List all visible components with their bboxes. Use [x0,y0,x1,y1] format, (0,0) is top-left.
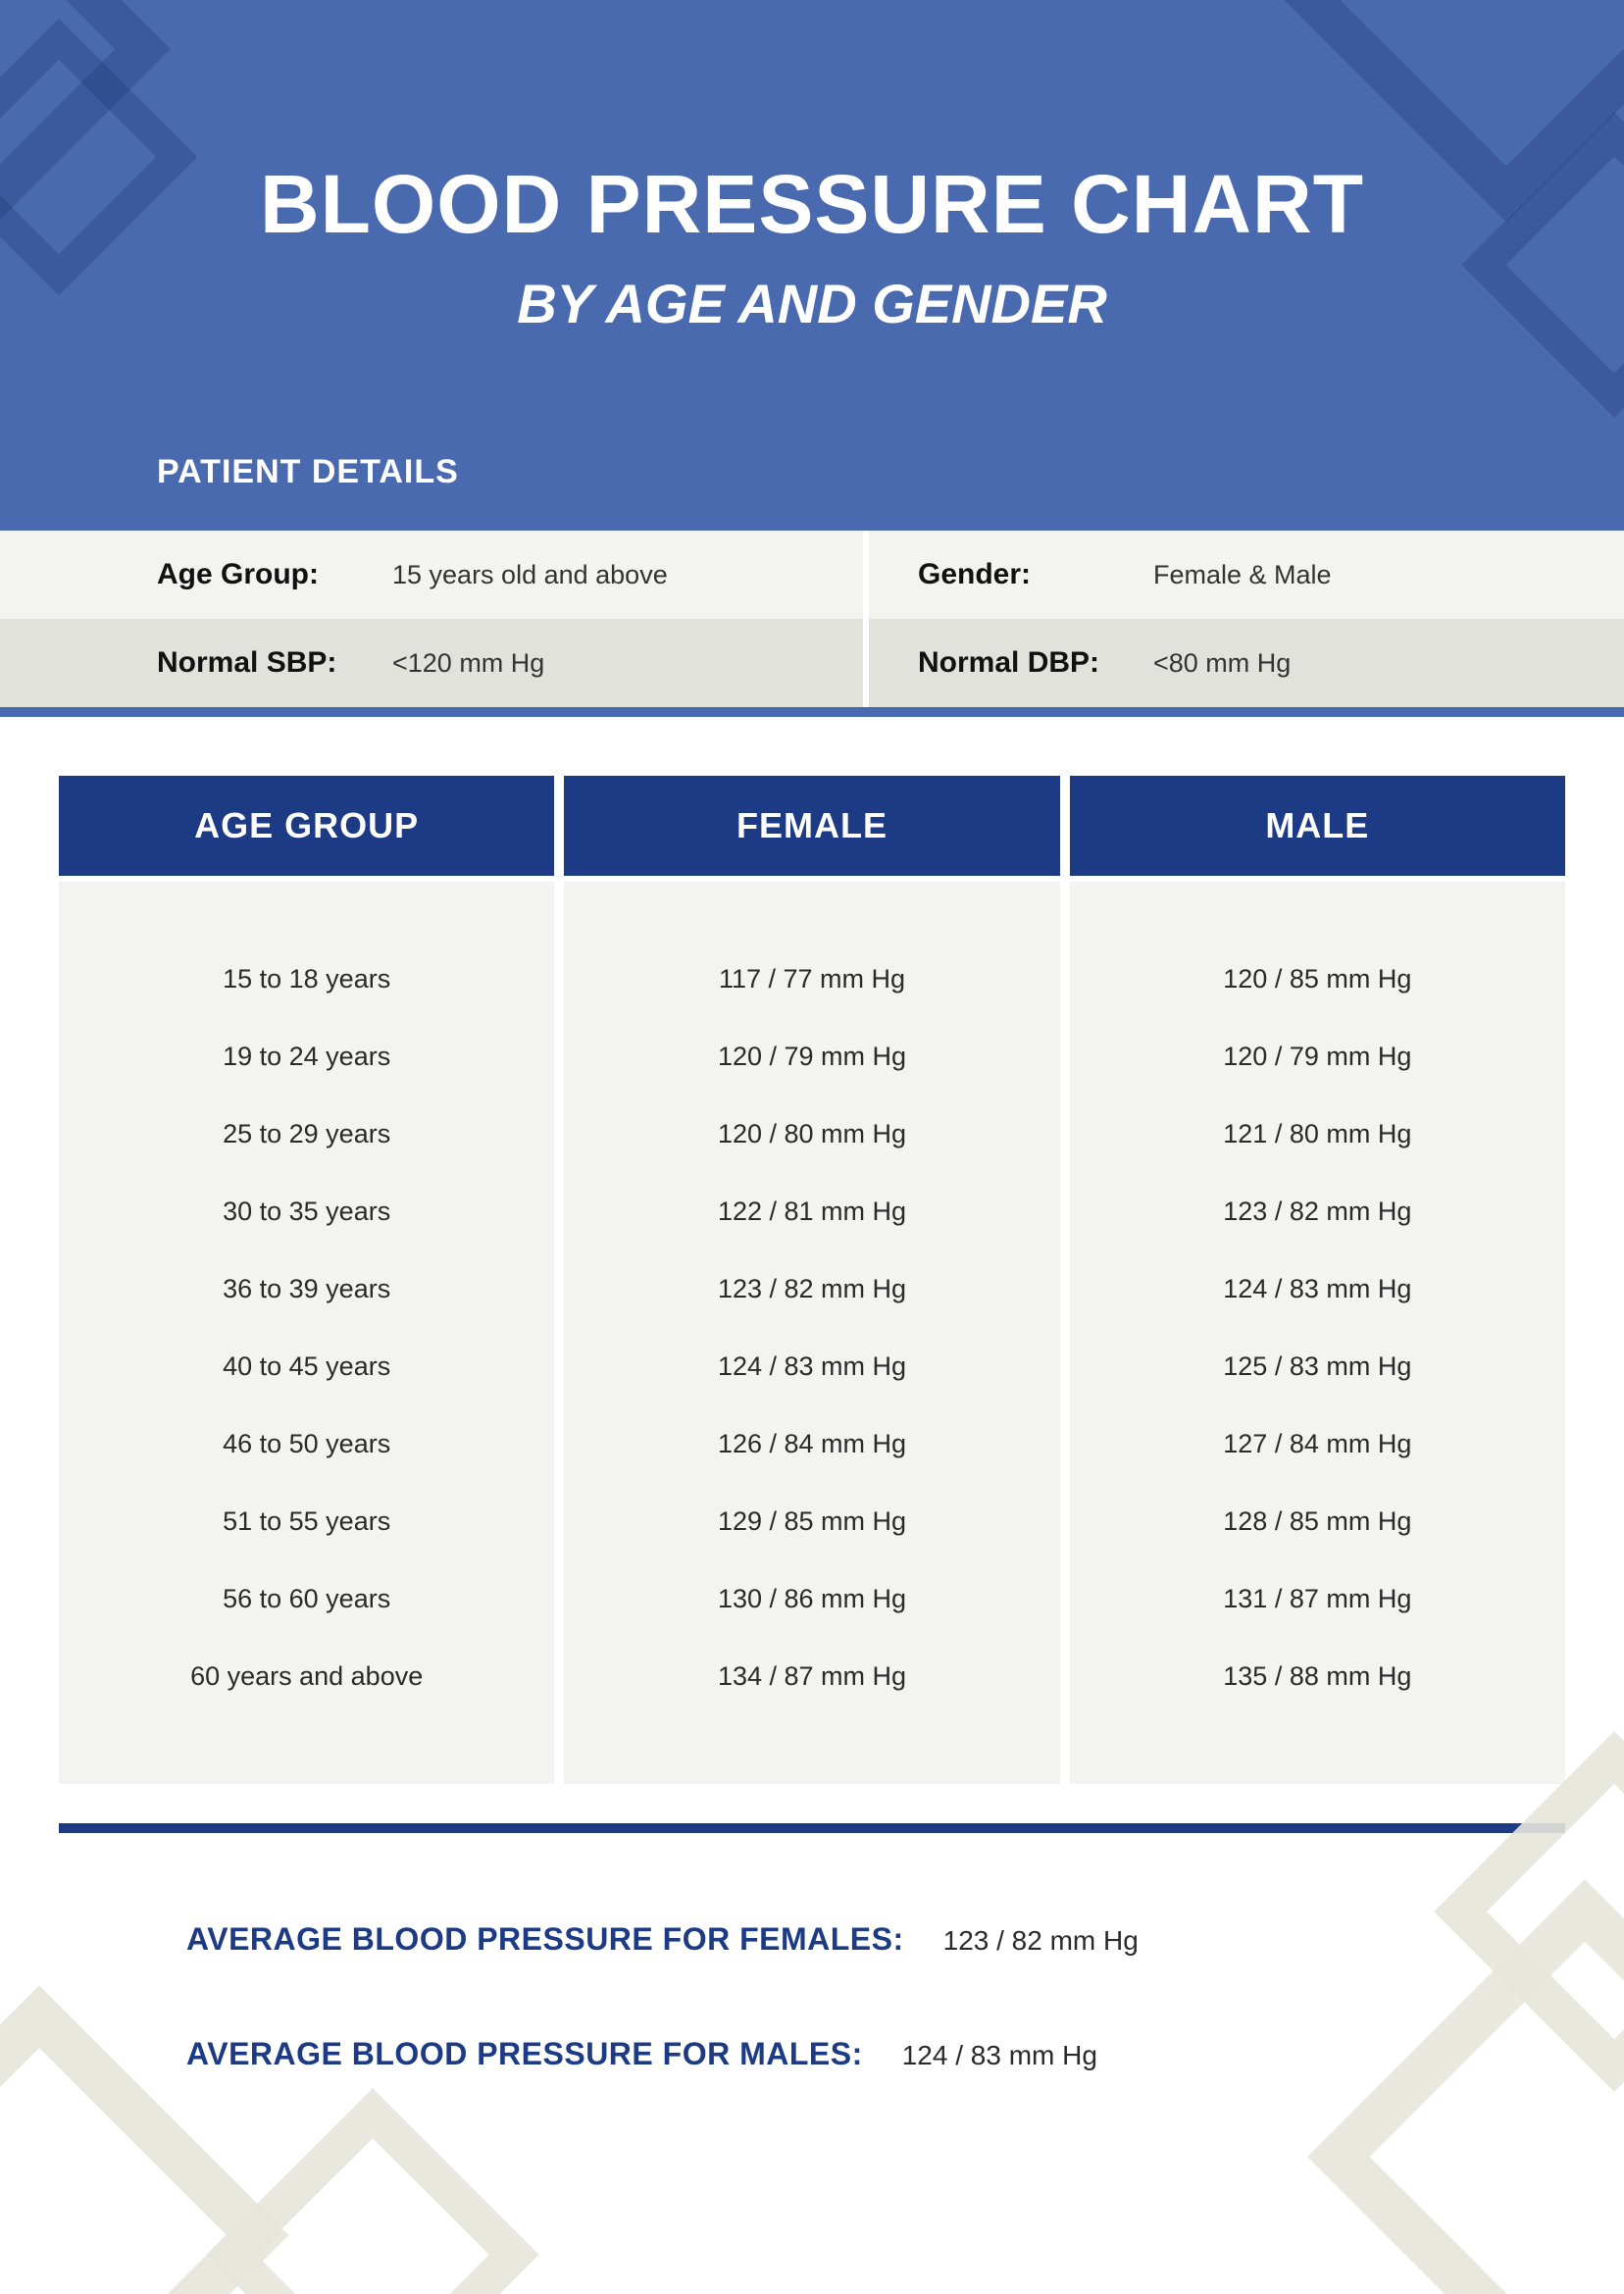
table-cell: 123 / 82 mm Hg [1070,1173,1565,1250]
avg-row-female: AVERAGE BLOOD PRESSURE FOR FEMALES: 123 … [186,1921,1624,1958]
table-cell: 128 / 85 mm Hg [1070,1483,1565,1560]
table-cell: 131 / 87 mm Hg [1070,1560,1565,1638]
averages: AVERAGE BLOOD PRESSURE FOR FEMALES: 123 … [186,1921,1624,2072]
page: BLOOD PRESSURE CHART BY AGE AND GENDER P… [0,0,1624,2294]
details-cell-dbp: Normal DBP: <80 mm Hg [869,619,1624,707]
table-cell: 122 / 81 mm Hg [564,1173,1059,1250]
avg-female-label: AVERAGE BLOOD PRESSURE FOR FEMALES: [186,1921,904,1958]
table-head: AGE GROUP FEMALE MALE [59,776,1565,876]
table-cell: 60 years and above [59,1638,554,1715]
col-age-group: 15 to 18 years19 to 24 years25 to 29 yea… [59,882,554,1784]
table-cell: 19 to 24 years [59,1018,554,1096]
details-row: Age Group: 15 years old and above Gender… [0,531,1624,619]
table-cell: 36 to 39 years [59,1250,554,1328]
table-cell: 56 to 60 years [59,1560,554,1638]
avg-female-value: 123 / 82 mm Hg [943,1925,1139,1957]
table-cell: 120 / 80 mm Hg [564,1096,1059,1173]
bp-table: AGE GROUP FEMALE MALE 15 to 18 years19 t… [59,776,1565,1784]
details-row: Normal SBP: <120 mm Hg Normal DBP: <80 m… [0,619,1624,707]
normal-dbp-label: Normal DBP: [918,646,1114,680]
page-subtitle: BY AGE AND GENDER [0,272,1624,335]
details-cell-age-group: Age Group: 15 years old and above [0,531,863,619]
table-cell: 129 / 85 mm Hg [564,1483,1059,1560]
table-body: 15 to 18 years19 to 24 years25 to 29 yea… [59,882,1565,1784]
divider [59,1823,1565,1833]
table-cell: 126 / 84 mm Hg [564,1405,1059,1483]
table-cell: 120 / 79 mm Hg [564,1018,1059,1096]
table-cell: 120 / 79 mm Hg [1070,1018,1565,1096]
table-cell: 135 / 88 mm Hg [1070,1638,1565,1715]
th-female: FEMALE [564,776,1059,876]
table-cell: 121 / 80 mm Hg [1070,1096,1565,1173]
table-cell: 124 / 83 mm Hg [1070,1250,1565,1328]
patient-details: Age Group: 15 years old and above Gender… [0,531,1624,707]
table-cell: 124 / 83 mm Hg [564,1328,1059,1405]
table-cell: 51 to 55 years [59,1483,554,1560]
gender-label: Gender: [918,558,1114,591]
age-group-value: 15 years old and above [392,560,668,590]
table-cell: 117 / 77 mm Hg [564,941,1059,1018]
th-age-group: AGE GROUP [59,776,554,876]
details-cell-sbp: Normal SBP: <120 mm Hg [0,619,863,707]
table-cell: 127 / 84 mm Hg [1070,1405,1565,1483]
gender-value: Female & Male [1153,560,1332,590]
details-cell-gender: Gender: Female & Male [869,531,1624,619]
divider [0,707,1624,717]
table-cell: 46 to 50 years [59,1405,554,1483]
header: BLOOD PRESSURE CHART BY AGE AND GENDER P… [0,0,1624,531]
normal-dbp-value: <80 mm Hg [1153,648,1291,679]
header-decoration [0,19,197,296]
table-cell: 15 to 18 years [59,941,554,1018]
section-label-patient-details: PATIENT DETAILS [157,453,1624,491]
footer-decoration [206,2088,538,2294]
avg-male-value: 124 / 83 mm Hg [902,2040,1097,2071]
normal-sbp-value: <120 mm Hg [392,648,544,679]
table-cell: 30 to 35 years [59,1173,554,1250]
table-cell: 125 / 83 mm Hg [1070,1328,1565,1405]
col-female: 117 / 77 mm Hg120 / 79 mm Hg120 / 80 mm … [564,882,1059,1784]
table-cell: 40 to 45 years [59,1328,554,1405]
table-cell: 134 / 87 mm Hg [564,1638,1059,1715]
avg-male-label: AVERAGE BLOOD PRESSURE FOR MALES: [186,2036,863,2072]
col-male: 120 / 85 mm Hg120 / 79 mm Hg121 / 80 mm … [1070,882,1565,1784]
table-cell: 123 / 82 mm Hg [564,1250,1059,1328]
table-cell: 130 / 86 mm Hg [564,1560,1059,1638]
age-group-label: Age Group: [157,558,353,591]
table-cell: 25 to 29 years [59,1096,554,1173]
normal-sbp-label: Normal SBP: [157,646,353,680]
th-male: MALE [1070,776,1565,876]
table-cell: 120 / 85 mm Hg [1070,941,1565,1018]
page-title: BLOOD PRESSURE CHART [0,157,1624,252]
